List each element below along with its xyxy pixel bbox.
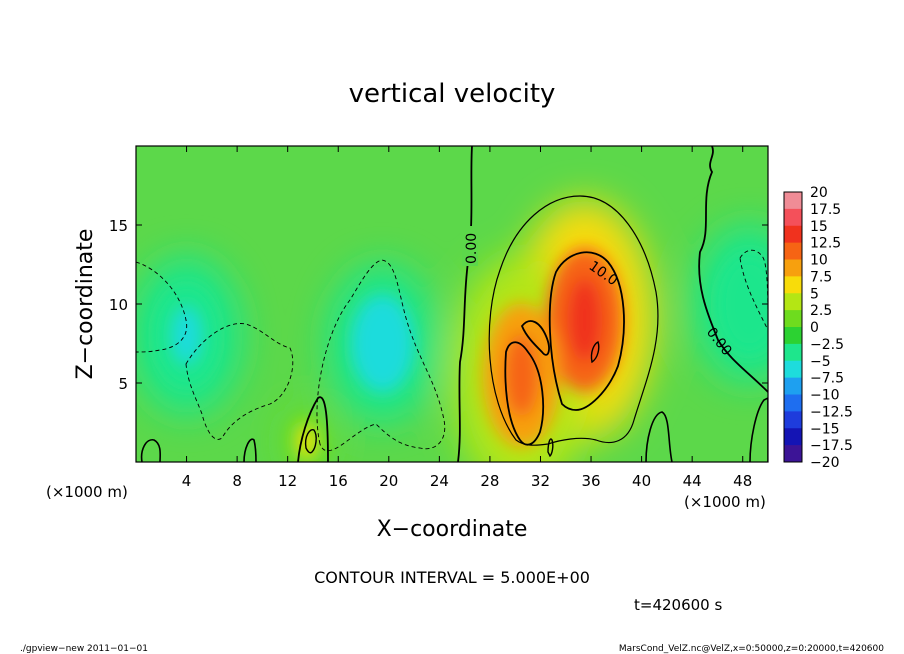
colorbar-label-10: −5 [810, 354, 831, 370]
y-tick-label-2: 15 [109, 217, 128, 235]
contour-updraft-core [304, 429, 317, 454]
colorbar-label-0: 20 [810, 185, 828, 201]
x-tick-label-7: 32 [531, 472, 550, 490]
y-axis: 5 10 15 [109, 217, 768, 393]
x-units-left: (×1000 m) [46, 483, 128, 501]
x-tick-label-1: 8 [232, 472, 242, 490]
contour-small-a [140, 439, 162, 462]
x-tick-label-6: 28 [480, 472, 499, 490]
contour-small-d [749, 397, 768, 462]
x-tick-label-0: 4 [182, 472, 192, 490]
contour-label-zero-left: 0.00 [464, 233, 480, 264]
field-region-core-2 [301, 429, 313, 454]
colorbar-label-16: −20 [810, 455, 840, 471]
colorbar-label-13: −12.5 [810, 404, 853, 420]
colorbar-label-2: 15 [810, 219, 828, 235]
colorbar-band-1 [784, 208, 802, 227]
colorbar: 2017.51512.5107.552.50−2.5−5−7.5−10−12.5… [783, 185, 853, 471]
colorbar-band-14 [784, 428, 802, 446]
colorbar-label-14: −15 [810, 421, 840, 437]
contour-five-right [488, 195, 659, 446]
colorbar-band-9 [784, 343, 802, 362]
contour-lines [136, 146, 768, 462]
colorbar-label-15: −17.5 [810, 438, 853, 454]
velocity-field [136, 199, 768, 462]
field-region-core-3 [368, 315, 397, 372]
colorbar-band-4 [784, 259, 802, 277]
y-axis-label: Z−coordinate [73, 229, 98, 380]
colorbar-label-11: −7.5 [810, 371, 844, 387]
plot-background [136, 146, 768, 462]
contour-small-b [243, 438, 257, 462]
x-tick-label-8: 36 [581, 472, 600, 490]
contour-ten-core [590, 341, 600, 364]
contour-ten-main [548, 251, 625, 411]
contour-neg-center [316, 259, 446, 452]
plot-area: 0.00 10.0 0.00 [135, 145, 769, 463]
contour-small-e [547, 438, 554, 458]
x-axis-label: X−coordinate [377, 517, 528, 542]
field-region-core-4 [172, 307, 201, 364]
colorbar-frame [783, 191, 803, 463]
colorbar-band-5 [784, 276, 802, 294]
time-text: t=420600 s [634, 596, 722, 614]
footer-left: ./gpview−new 2011−01−01 [20, 644, 148, 654]
field-region-core-0 [567, 277, 603, 362]
x-tick-label-2: 12 [278, 472, 297, 490]
contour-ten-inner [520, 320, 550, 356]
colorbar-label-3: 12.5 [810, 236, 841, 252]
contour-interval-text: CONTOUR INTERVAL = 5.000E+00 [314, 568, 590, 587]
colorbar-band-12 [784, 394, 802, 412]
field-region-core-5 [735, 276, 764, 332]
chart-title: vertical velocity [349, 79, 556, 109]
contour-neg-right [739, 249, 768, 331]
contour-label-bg-0 [462, 226, 478, 266]
contour-updraft-small [297, 396, 329, 462]
contour-neg-left [136, 261, 188, 353]
colorbar-band-7 [784, 310, 802, 328]
contour-ten-left [504, 341, 544, 446]
contour-small-c [645, 411, 673, 462]
colorbar-label-12: −10 [810, 388, 840, 404]
colorbar-band-8 [784, 327, 802, 345]
x-tick-label-4: 20 [379, 472, 398, 490]
colorbar-band-3 [784, 242, 802, 260]
x-axis: 4 8 12 16 20 24 28 32 36 40 44 48 [182, 146, 752, 490]
x-tick-label-10: 44 [683, 472, 702, 490]
colorbar-band-6 [784, 293, 802, 311]
colorbar-label-7: 2.5 [810, 303, 832, 319]
colorbar-label-8: 0 [810, 320, 819, 336]
x-tick-label-3: 16 [329, 472, 348, 490]
colorbar-label-5: 7.5 [810, 269, 832, 285]
colorbar-band-2 [784, 225, 802, 244]
colorbar-band-11 [784, 377, 802, 395]
colorbar-band-15 [784, 445, 802, 463]
footer-right: MarsCond_VelZ.nc@VelZ,x=0:50000,z=0:2000… [619, 644, 884, 654]
colorbar-label-9: −2.5 [810, 337, 844, 353]
colorbar-band-0 [784, 192, 802, 210]
colorbar-band-10 [784, 360, 802, 379]
x-tick-label-5: 24 [430, 472, 449, 490]
x-units-right: (×1000 m) [684, 493, 766, 511]
colorbar-band-13 [784, 411, 802, 429]
x-tick-label-11: 48 [733, 472, 752, 490]
contour-zero-left [457, 146, 473, 462]
colorbar-label-6: 5 [810, 286, 819, 302]
y-tick-label-1: 10 [109, 296, 128, 314]
contour-neg-mid [185, 323, 294, 440]
y-tick-label-0: 5 [118, 375, 128, 393]
contour-zero-right [698, 146, 768, 393]
colorbar-label-1: 17.5 [810, 202, 841, 218]
x-tick-label-9: 40 [632, 472, 651, 490]
colorbar-label-4: 10 [810, 253, 828, 269]
